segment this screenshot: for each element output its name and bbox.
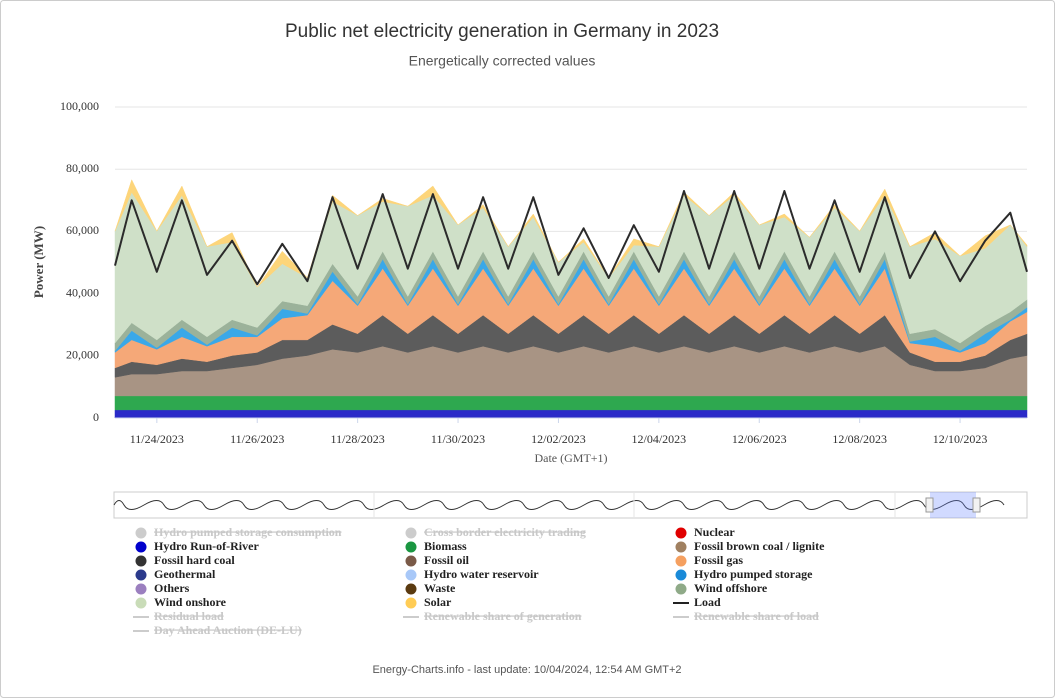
credit: Energy-Charts.info - last update: 10/04/… — [372, 664, 681, 676]
navigator-frame — [113, 491, 1028, 519]
legend-label: Hydro pumped storage consumption — [154, 525, 342, 539]
legend-marker — [405, 541, 417, 553]
legend-item[interactable]: Solar — [405, 595, 453, 609]
x-axis-title: Date (GMT+1) — [534, 451, 607, 465]
legend-marker — [675, 569, 687, 581]
legend-label: Fossil hard coal — [154, 553, 235, 567]
legend-item[interactable]: Fossil oil — [405, 553, 470, 567]
legend-label: Hydro Run-of-River — [154, 539, 259, 553]
legend-item[interactable]: Hydro water reservoir — [405, 567, 540, 581]
legend-marker — [675, 555, 687, 567]
legend-item[interactable]: Others — [135, 581, 190, 595]
legend-marker — [135, 597, 147, 609]
y-tick-label: 100,000 — [60, 99, 99, 113]
axes: 0 20,000 40,000 60,000 80,000 100,000 11/24/20… — [60, 99, 1027, 446]
legend-marker — [675, 541, 687, 553]
legend-label: Fossil brown coal / lignite — [694, 539, 825, 553]
legend-item[interactable]: Wind onshore — [135, 595, 227, 609]
plot-area — [114, 179, 1028, 419]
legend-marker — [135, 555, 147, 567]
y-axis-title: Power (MW) — [31, 226, 46, 298]
legend-label: Renewable share of generation — [424, 609, 582, 623]
y-tick-label: 40,000 — [66, 285, 99, 299]
legend-label: Solar — [424, 595, 452, 609]
legend-item[interactable]: Residual load — [133, 609, 224, 623]
legend-item[interactable]: Renewable share of load — [673, 609, 819, 623]
x-tick-label: 12/10/2023 — [933, 432, 988, 446]
navigator-line — [113, 500, 1005, 510]
y-tick-label: 0 — [93, 410, 99, 424]
navigator-handle[interactable] — [925, 497, 934, 513]
legend-label: Cross border electricity trading — [424, 525, 586, 539]
legend-label: Biomass — [424, 539, 467, 553]
legend-marker — [405, 583, 417, 595]
legend-label: Nuclear — [694, 525, 735, 539]
legend-item[interactable]: Renewable share of generation — [403, 609, 582, 623]
legend-item[interactable]: Load — [673, 595, 721, 609]
legend-label: Fossil oil — [424, 553, 470, 567]
legend-item[interactable]: Hydro pumped storage — [675, 567, 814, 581]
legend-label: Day Ahead Auction (DE-LU) — [154, 623, 302, 637]
y-tick-label: 80,000 — [66, 161, 99, 175]
legend-marker — [675, 583, 687, 595]
x-tick-label: 11/28/2023 — [331, 432, 385, 446]
legend-marker — [135, 569, 147, 581]
x-tick-label: 12/02/2023 — [531, 432, 586, 446]
legend-marker — [405, 527, 417, 539]
legend-item[interactable]: Biomass — [405, 539, 468, 553]
legend-item[interactable]: Waste — [405, 581, 457, 595]
legend-label: Others — [154, 581, 190, 595]
legend-label: Renewable share of load — [694, 609, 819, 623]
x-tick-label: 12/06/2023 — [732, 432, 787, 446]
legend-label: Wind offshore — [694, 581, 768, 595]
legend-label: Residual load — [154, 609, 224, 623]
y-tick-label: 60,000 — [66, 223, 99, 237]
legend-marker — [405, 555, 417, 567]
legend-item[interactable]: Fossil brown coal / lignite — [675, 539, 826, 553]
x-tick-label: 12/08/2023 — [832, 432, 887, 446]
legend-marker — [405, 597, 417, 609]
legend-label: Fossil gas — [694, 553, 743, 567]
area-series — [114, 179, 1028, 288]
legend-item[interactable]: Geothermal — [135, 567, 216, 581]
chart-title: Public net electricity generation in Ger… — [285, 21, 719, 42]
legend-marker — [405, 569, 417, 581]
legend-marker — [135, 541, 147, 553]
legend-item[interactable]: Day Ahead Auction (DE-LU) — [133, 623, 302, 637]
navigator-window[interactable] — [930, 492, 976, 518]
legend-item[interactable]: Hydro Run-of-River — [135, 539, 260, 553]
x-tick-label: 12/04/2023 — [632, 432, 687, 446]
legend-marker — [135, 583, 147, 595]
x-tick-label: 11/26/2023 — [230, 432, 284, 446]
x-tick-label: 11/24/2023 — [130, 432, 184, 446]
legend-item[interactable]: Cross border electricity trading — [405, 525, 586, 539]
chart-subtitle: Energetically corrected values — [409, 53, 596, 69]
y-tick-label: 20,000 — [66, 348, 99, 362]
legend-marker — [135, 527, 147, 539]
area-series — [114, 395, 1028, 411]
area-series — [114, 409, 1028, 419]
navigator — [113, 491, 1028, 519]
legend-label: Load — [694, 595, 721, 609]
legend-label: Waste — [424, 581, 456, 595]
legend: Hydro pumped storage consumption Cross bo… — [133, 525, 825, 637]
line-series — [114, 190, 1028, 286]
legend-label: Wind onshore — [154, 595, 227, 609]
legend-label: Hydro water reservoir — [424, 567, 539, 581]
navigator-handle[interactable] — [972, 497, 981, 513]
legend-item[interactable]: Nuclear — [675, 525, 736, 539]
legend-item[interactable]: Wind offshore — [675, 581, 768, 595]
legend-marker — [675, 527, 687, 539]
legend-item[interactable]: Fossil gas — [675, 553, 744, 567]
legend-label: Geothermal — [154, 567, 216, 581]
legend-label: Hydro pumped storage — [694, 567, 813, 581]
legend-item[interactable]: Fossil hard coal — [135, 553, 236, 567]
x-tick-label: 11/30/2023 — [431, 432, 485, 446]
legend-item[interactable]: Hydro pumped storage consumption — [135, 525, 342, 539]
